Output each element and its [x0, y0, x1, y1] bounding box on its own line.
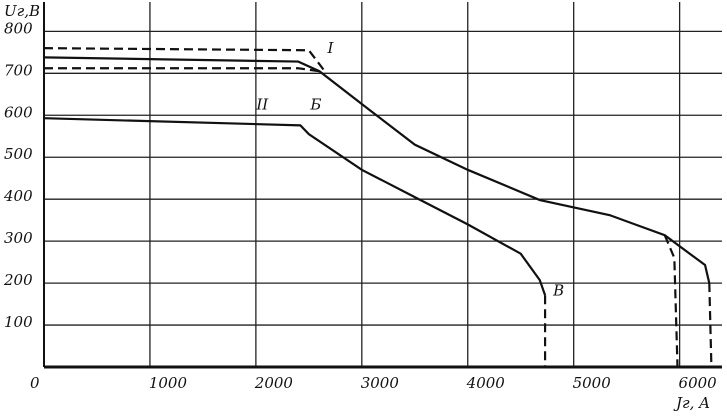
origin-label: 0 [30, 374, 40, 392]
x-tick-label: 1000 [149, 374, 188, 392]
y-tick-label: 300 [4, 229, 33, 247]
line [43, 56, 711, 284]
y-tick-label: 800 [4, 19, 33, 37]
line [43, 117, 547, 296]
y-tick-label: 400 [3, 187, 33, 205]
x-axis-label: Jг, A [673, 394, 710, 412]
x-tick-label: 3000 [361, 374, 400, 392]
curve-label: II [255, 95, 269, 113]
y-tick-label: 700 [4, 61, 33, 79]
y-tick-label: 100 [4, 313, 33, 331]
x-tick-label: 2000 [254, 374, 294, 392]
y-tick-label: 600 [4, 103, 33, 121]
x-tick-label: 5000 [573, 374, 612, 392]
line [43, 47, 326, 72]
y-tick-label: 500 [4, 145, 33, 163]
annotation: Б [309, 95, 321, 113]
x-tick-label: 6000 [679, 374, 718, 392]
y-tick-label: 200 [3, 271, 33, 289]
line [663, 234, 679, 368]
line [44, 67, 320, 73]
curve-label: I [326, 39, 334, 57]
y-axis-label: Uг,В [4, 2, 40, 20]
annotation: В [552, 281, 564, 299]
x-tick-label: 4000 [466, 374, 506, 392]
